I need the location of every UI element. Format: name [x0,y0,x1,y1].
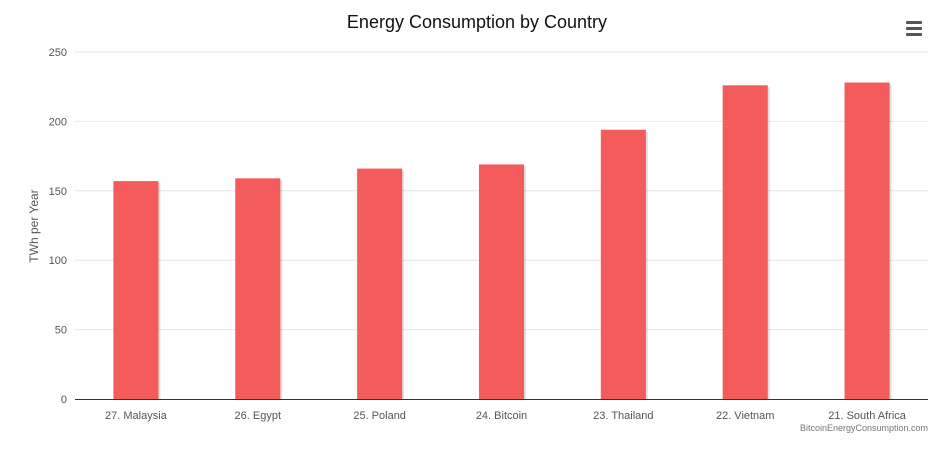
y-tick-label: 200 [49,116,67,128]
y-tick-label: 0 [61,394,67,406]
x-tick-label: 22. Vietnam [716,410,775,422]
hamburger-icon [906,21,922,36]
bar[interactable] [357,168,403,399]
y-tick-label: 150 [49,186,67,198]
x-tick-label: 21. South Africa [828,410,907,422]
y-tick-label: 100 [49,255,67,267]
y-axis-ticks: 0 50 100 150 200 250 [49,47,67,406]
x-tick-label: 24. Bitcoin [476,410,527,422]
bar[interactable] [478,164,525,399]
menu-button[interactable] [904,19,924,38]
y-axis-label: TWh per Year [27,189,41,262]
x-axis-ticks: 27. Malaysia 26. Egypt 25. Poland 24. Bitco… [105,410,907,422]
x-tick-label: 27. Malaysia [105,410,168,422]
bar[interactable] [722,85,768,399]
bar[interactable] [235,178,281,399]
x-tick-label: 26. Egypt [235,410,281,422]
chart-title: Energy Consumption by Country [347,12,607,32]
bars [113,82,892,399]
y-tick-label: 250 [49,47,67,59]
bar[interactable] [600,129,646,399]
bar[interactable] [844,82,890,399]
bar[interactable] [113,181,159,399]
x-tick-label: 23. Thailand [593,410,653,422]
x-tick-label: 25. Poland [353,410,406,422]
y-tick-label: 50 [55,325,67,337]
credit-text: BitcoinEnergyConsumption.com [800,423,928,433]
